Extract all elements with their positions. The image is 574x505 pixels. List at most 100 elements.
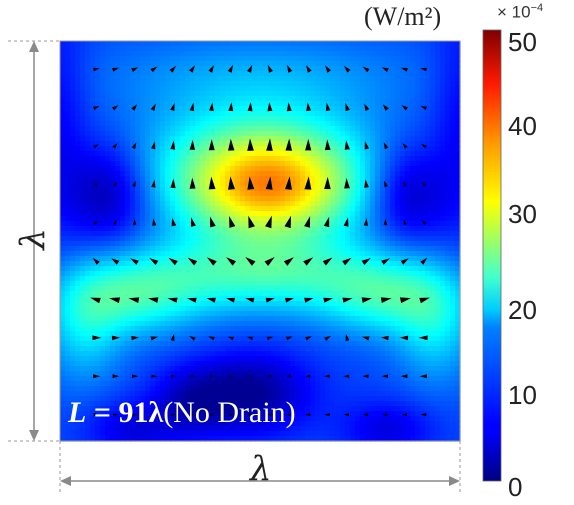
heatmap-cell [315, 311, 321, 317]
heatmap-cell [260, 81, 266, 87]
heatmap-cell [105, 101, 111, 107]
heatmap-cell [155, 391, 161, 397]
heatmap-cell [95, 211, 101, 217]
heatmap-cell [180, 176, 186, 182]
heatmap-cell [110, 301, 116, 307]
heatmap-cell [160, 161, 166, 167]
heatmap-cell [160, 196, 166, 202]
heatmap-cell [355, 261, 361, 267]
heatmap-cell [325, 101, 331, 107]
heatmap-cell [120, 91, 126, 97]
heatmap-cell [75, 321, 81, 327]
heatmap-cell [320, 416, 326, 422]
heatmap-cell [285, 216, 291, 222]
heatmap-cell [180, 41, 186, 47]
heatmap-cell [195, 171, 201, 177]
heatmap-cell [195, 66, 201, 72]
heatmap-cell [305, 111, 311, 117]
heatmap-cell [70, 306, 76, 312]
heatmap-cell [340, 301, 346, 307]
heatmap-cell [105, 156, 111, 162]
heatmap-cell [135, 311, 141, 317]
heatmap-cell [135, 171, 141, 177]
heatmap-cell [135, 306, 141, 312]
heatmap-cell [180, 256, 186, 262]
heatmap-cell [260, 241, 266, 247]
heatmap-cell [100, 256, 106, 262]
heatmap-cell [185, 261, 191, 267]
heatmap-cell [285, 421, 291, 427]
heatmap-cell [185, 436, 191, 442]
heatmap-cell [185, 291, 191, 297]
heatmap-cell [70, 66, 76, 72]
heatmap-cell [340, 286, 346, 292]
heatmap-cell [230, 301, 236, 307]
heatmap-cell [105, 136, 111, 142]
heatmap-cell [65, 401, 71, 407]
heatmap-cell [365, 136, 371, 142]
heatmap-cell [135, 226, 141, 232]
heatmap-cell [170, 161, 176, 167]
heatmap-cell [105, 436, 111, 442]
heatmap-cell [335, 381, 341, 387]
heatmap-cell [220, 226, 226, 232]
heatmap-cell [220, 216, 226, 222]
heatmap-cell [105, 221, 111, 227]
heatmap-cell [315, 216, 321, 222]
heatmap-cell [190, 311, 196, 317]
heatmap-cell [165, 211, 171, 217]
heatmap-cell [280, 156, 286, 162]
heatmap-cell [120, 401, 126, 407]
heatmap-cell [120, 106, 126, 112]
heatmap-cell [240, 376, 246, 382]
heatmap-cell [150, 226, 156, 232]
heatmap-cell [275, 376, 281, 382]
heatmap-cell [265, 131, 271, 137]
heatmap-cell [210, 51, 216, 57]
heatmap-cell [255, 416, 261, 422]
heatmap-cell [235, 186, 241, 192]
heatmap-cell [135, 111, 141, 117]
heatmap-cell [100, 356, 106, 362]
heatmap-cell [335, 186, 341, 192]
heatmap-cell [130, 46, 136, 52]
heatmap-cell [215, 46, 221, 52]
heatmap-cell [245, 226, 251, 232]
heatmap-cell [275, 66, 281, 72]
heatmap-cell [120, 421, 126, 427]
heatmap-cell [210, 56, 216, 62]
heatmap-cell [115, 91, 121, 97]
heatmap-cell [115, 381, 121, 387]
heatmap-cell [210, 126, 216, 132]
heatmap-cell [65, 306, 71, 312]
heatmap-cell [115, 161, 121, 167]
heatmap-cell [290, 186, 296, 192]
heatmap-cell [195, 151, 201, 157]
heatmap-cell [200, 151, 206, 157]
heatmap-cell [255, 86, 261, 92]
heatmap-cell [260, 391, 266, 397]
heatmap-cell [70, 96, 76, 102]
heatmap-cell [275, 286, 281, 292]
heatmap-cell [105, 141, 111, 147]
heatmap-cell [90, 136, 96, 142]
heatmap-cell [265, 116, 271, 122]
heatmap-cell [150, 206, 156, 212]
heatmap-cell [100, 336, 106, 342]
heatmap-cell [65, 186, 71, 192]
heatmap-cell [190, 236, 196, 242]
heatmap-cell [355, 211, 361, 217]
heatmap-cell [120, 396, 126, 402]
heatmap-cell [145, 131, 151, 137]
heatmap-cell [335, 326, 341, 332]
heatmap-cell [215, 196, 221, 202]
heatmap-cell [240, 356, 246, 362]
heatmap-cell [180, 351, 186, 357]
heatmap-cell [140, 286, 146, 292]
heatmap-cell [330, 251, 336, 257]
heatmap-cell [285, 241, 291, 247]
heatmap-cell [165, 301, 171, 307]
heatmap-cell [175, 281, 181, 287]
heatmap-cell [325, 61, 331, 67]
heatmap-cell [165, 221, 171, 227]
